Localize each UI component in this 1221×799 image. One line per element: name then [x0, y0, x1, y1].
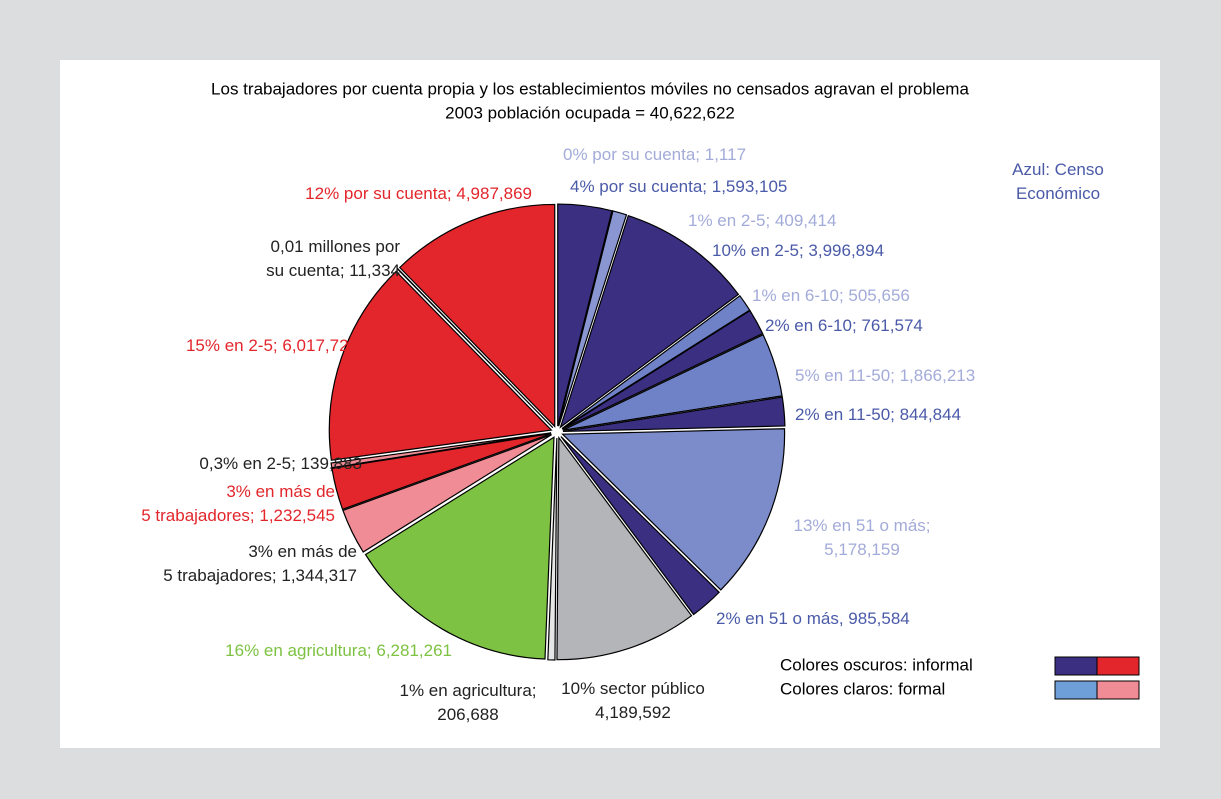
pie-slice [560, 436, 720, 616]
annotation: Azul: Censo Económico [1012, 160, 1104, 203]
pie-slice [330, 432, 552, 469]
pie-slice [559, 214, 740, 429]
pie-slice [342, 434, 552, 553]
slice-label-line: 15% en 2-5; 6,017,724 [186, 336, 358, 355]
slice-label: 15% en 2-5; 6,017,724 [186, 336, 358, 355]
slice-label: 4% por su cuenta; 1,593,105 [570, 177, 787, 196]
slice-label: 16% en agricultura; 6,281,261 [225, 641, 452, 660]
pie-slice [557, 203, 613, 427]
pie-slice [364, 436, 555, 660]
pie-slice [556, 435, 693, 661]
slice-label: 1% en 2-5; 409,414 [688, 211, 836, 230]
slice-label-line: 2% en 11-50; 844,844 [795, 405, 961, 424]
legend-swatch [1054, 680, 1098, 700]
slice-label-line: su cuenta; 11,334 [266, 261, 400, 280]
pie-slice [558, 210, 628, 427]
slice-label-line: 1% en 2-5; 409,414 [688, 211, 836, 230]
slice-label-line: 1% en 6-10; 505,656 [752, 286, 910, 305]
pie-slice [547, 437, 558, 661]
slice-label-line: 0,01 millones por [271, 237, 401, 256]
slice-label-line: 12% por su cuenta; 4,987,869 [305, 184, 532, 203]
slice-label-line: 3% en más de [226, 482, 335, 501]
slice-label-line: 4,189,592 [595, 703, 671, 722]
pie-slice [396, 267, 554, 429]
pie-slice [561, 309, 764, 430]
slice-label: 0,01 millones por su cuenta; 11,334 [266, 237, 400, 280]
annotation-line: Económico [1016, 184, 1100, 203]
slice-label-line: 3% en más de [248, 542, 357, 561]
slice-label-line: 10% en 2-5; 3,996,894 [712, 241, 884, 260]
legend-swatch [1096, 656, 1140, 676]
slice-label-line: 0,3% en 2-5; 139,883 [199, 454, 362, 473]
slice-label: 1% en agricultura; 206,688 [399, 681, 536, 724]
slice-label-line: 2% en 6-10; 761,574 [765, 316, 923, 335]
slice-label: 2% en 6-10; 761,574 [765, 316, 923, 335]
chart-title: Los trabajadores por cuenta propia y los… [211, 79, 969, 98]
slice-label-line: 16% en agricultura; 6,281,261 [225, 641, 452, 660]
slice-label-line: 5,178,159 [824, 540, 900, 559]
legend-label: Colores claros: formal [780, 679, 945, 698]
chart-subtitle: 2003 población ocupada = 40,622,622 [445, 103, 735, 122]
slice-label-line: 10% sector público [561, 679, 705, 698]
slice-label-line: 5 trabajadores; 1,344,317 [163, 566, 357, 585]
slice-label: 3% en más de 5 trabajadores; 1,344,317 [163, 542, 357, 585]
pie-slice [331, 432, 552, 511]
slice-label: 3% en más de 5 trabajadores; 1,232,545 [141, 482, 335, 525]
slice-label-line: 0% por su cuenta; 1,117 [563, 145, 746, 164]
slice-label-line: 1% en agricultura; [399, 681, 536, 700]
slice-label: 0% por su cuenta; 1,117 [563, 145, 746, 164]
legend-swatch [1096, 680, 1140, 700]
slice-label-line: 2% en 51 o más, 985,584 [716, 609, 910, 628]
slice-label: 2% en 11-50; 844,844 [795, 405, 961, 424]
slice-label: 10% en 2-5; 3,996,894 [712, 241, 884, 260]
slice-label: 5% en 11-50; 1,866,213 [795, 366, 975, 385]
pie-slice [562, 333, 783, 431]
slice-label: 12% por su cuenta; 4,987,869 [305, 184, 532, 203]
legend-swatch [1054, 656, 1098, 676]
pie-slice [398, 203, 556, 428]
annotation-line: Azul: Censo [1012, 160, 1104, 179]
slice-label: 1% en 6-10; 505,656 [752, 286, 910, 305]
slice-label: 0,3% en 2-5; 139,883 [199, 454, 362, 473]
slice-label-line: 5 trabajadores; 1,232,545 [141, 506, 335, 525]
slice-label-line: 5% en 11-50; 1,866,213 [795, 366, 975, 385]
pie-slice [561, 428, 786, 591]
legend-label: Colores oscuros: informal [780, 655, 973, 674]
slice-label-line: 4% por su cuenta; 1,593,105 [570, 177, 787, 196]
slice-label: 13% en 51 o más; 5,178,159 [793, 516, 930, 559]
slice-label-line: 13% en 51 o más; [793, 516, 930, 535]
slice-label: 10% sector público 4,189,592 [561, 679, 705, 722]
pie-slice [562, 396, 786, 433]
pie-slice [328, 270, 553, 461]
slice-label-line: 206,688 [437, 705, 498, 724]
slice-label: 2% en 51 o más, 985,584 [716, 609, 910, 628]
